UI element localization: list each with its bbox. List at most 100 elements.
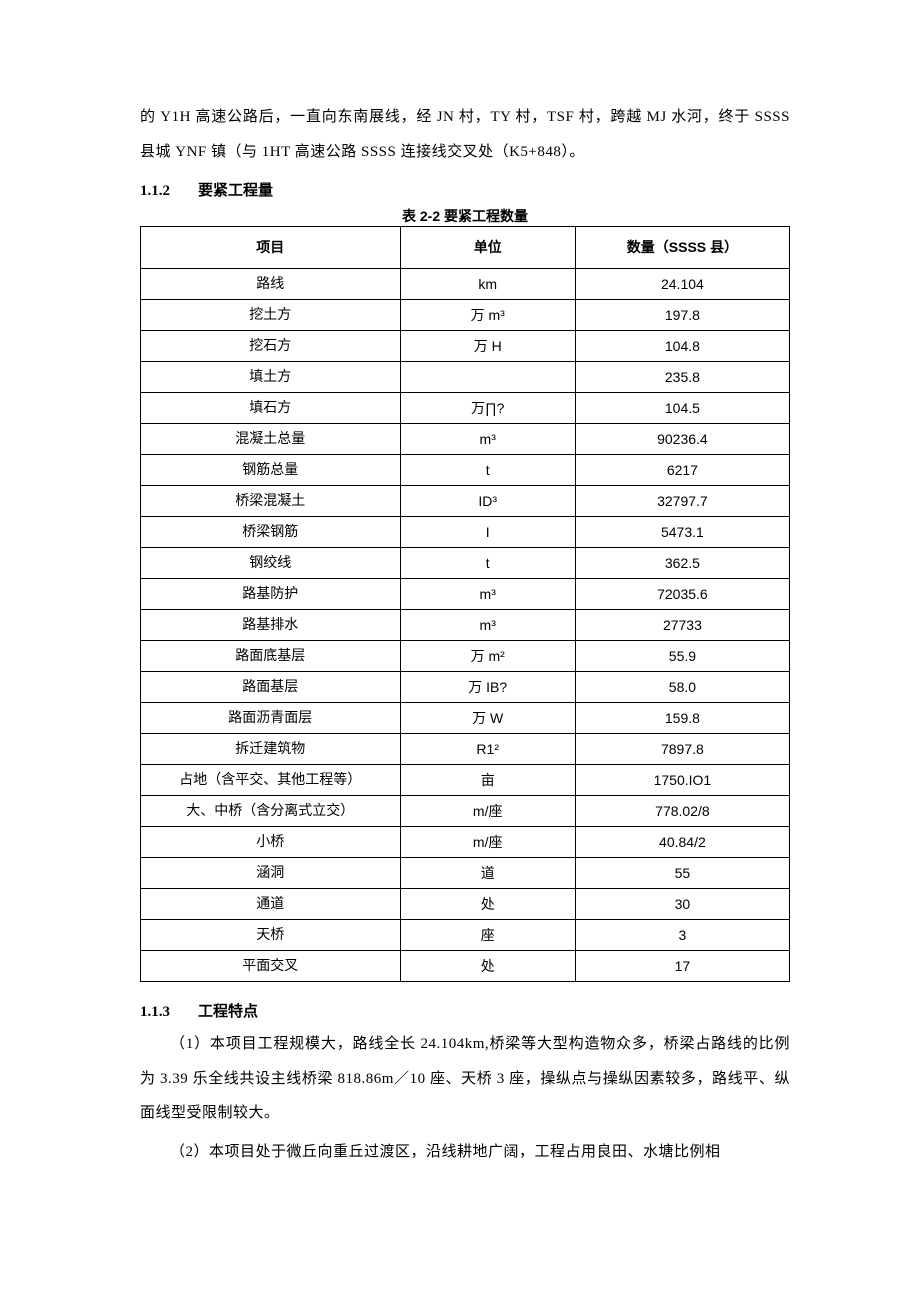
cell-qty: 104.5 bbox=[575, 393, 789, 424]
quantities-table: 项目 单位 数量（SSSS 县） 路线km24.104挖土方万 m³197.8挖… bbox=[140, 226, 790, 982]
section-heading-113: 1.1.3 工程特点 bbox=[140, 1000, 790, 1021]
table-row: 桥梁混凝土ID³32797.7 bbox=[141, 486, 790, 517]
cell-unit: 万 H bbox=[400, 331, 575, 362]
cell-unit: R1² bbox=[400, 734, 575, 765]
cell-qty: 30 bbox=[575, 889, 789, 920]
cell-qty: 72035.6 bbox=[575, 579, 789, 610]
cell-unit: ID³ bbox=[400, 486, 575, 517]
cell-unit: 亩 bbox=[400, 765, 575, 796]
table-row: 路面沥青面层万 W159.8 bbox=[141, 703, 790, 734]
header-item: 项目 bbox=[141, 227, 401, 269]
cell-unit: 万 m³ bbox=[400, 300, 575, 331]
cell-qty: 58.0 bbox=[575, 672, 789, 703]
cell-unit: 万 IB? bbox=[400, 672, 575, 703]
section-number: 1.1.3 bbox=[140, 1004, 170, 1020]
table-row: 通道处30 bbox=[141, 889, 790, 920]
table-row: 路线km24.104 bbox=[141, 269, 790, 300]
cell-qty: 778.02/8 bbox=[575, 796, 789, 827]
cell-item: 挖石方 bbox=[141, 331, 401, 362]
cell-item: 天桥 bbox=[141, 920, 401, 951]
cell-unit: 座 bbox=[400, 920, 575, 951]
cell-qty: 17 bbox=[575, 951, 789, 982]
cell-qty: 235.8 bbox=[575, 362, 789, 393]
cell-unit: m/座 bbox=[400, 827, 575, 858]
cell-unit: I bbox=[400, 517, 575, 548]
cell-qty: 1750.IO1 bbox=[575, 765, 789, 796]
cell-item: 混凝土总量 bbox=[141, 424, 401, 455]
cell-qty: 24.104 bbox=[575, 269, 789, 300]
cell-item: 涵洞 bbox=[141, 858, 401, 889]
cell-qty: 32797.7 bbox=[575, 486, 789, 517]
cell-qty: 55 bbox=[575, 858, 789, 889]
table-row: 桥梁钢筋I5473.1 bbox=[141, 517, 790, 548]
cell-item: 路线 bbox=[141, 269, 401, 300]
section-title: 工程特点 bbox=[198, 1003, 258, 1020]
caption-number: 表 2-2 bbox=[402, 208, 444, 224]
table-row: 大、中桥（含分离式立交）m/座778.02/8 bbox=[141, 796, 790, 827]
table-row: 小桥m/座40.84/2 bbox=[141, 827, 790, 858]
cell-unit: 万 W bbox=[400, 703, 575, 734]
cell-item: 小桥 bbox=[141, 827, 401, 858]
cell-item: 路面基层 bbox=[141, 672, 401, 703]
cell-item: 平面交叉 bbox=[141, 951, 401, 982]
cell-qty: 7897.8 bbox=[575, 734, 789, 765]
cell-qty: 27733 bbox=[575, 610, 789, 641]
cell-item: 拆迁建筑物 bbox=[141, 734, 401, 765]
header-qty: 数量（SSSS 县） bbox=[575, 227, 789, 269]
table-row: 路基排水m³27733 bbox=[141, 610, 790, 641]
cell-unit: t bbox=[400, 455, 575, 486]
cell-item: 填石方 bbox=[141, 393, 401, 424]
table-row: 填石方万∏?104.5 bbox=[141, 393, 790, 424]
table-row: 涵洞道55 bbox=[141, 858, 790, 889]
cell-unit: t bbox=[400, 548, 575, 579]
cell-qty: 6217 bbox=[575, 455, 789, 486]
cell-unit: m/座 bbox=[400, 796, 575, 827]
cell-qty: 90236.4 bbox=[575, 424, 789, 455]
table-header-row: 项目 单位 数量（SSSS 县） bbox=[141, 227, 790, 269]
table-row: 混凝土总量m³90236.4 bbox=[141, 424, 790, 455]
cell-item: 路基排水 bbox=[141, 610, 401, 641]
table-row: 钢筋总量t6217 bbox=[141, 455, 790, 486]
caption-text: 要紧工程数量 bbox=[444, 208, 528, 224]
cell-item: 通道 bbox=[141, 889, 401, 920]
cell-item: 桥梁混凝土 bbox=[141, 486, 401, 517]
cell-unit: 道 bbox=[400, 858, 575, 889]
cell-item: 钢绞线 bbox=[141, 548, 401, 579]
cell-qty: 55.9 bbox=[575, 641, 789, 672]
cell-item: 填土方 bbox=[141, 362, 401, 393]
cell-qty: 3 bbox=[575, 920, 789, 951]
cell-unit: m³ bbox=[400, 579, 575, 610]
table-row: 挖土方万 m³197.8 bbox=[141, 300, 790, 331]
section-number: 1.1.2 bbox=[140, 183, 170, 199]
cell-unit: 万∏? bbox=[400, 393, 575, 424]
cell-item: 大、中桥（含分离式立交） bbox=[141, 796, 401, 827]
cell-unit: 处 bbox=[400, 951, 575, 982]
cell-item: 路基防护 bbox=[141, 579, 401, 610]
cell-item: 路面沥青面层 bbox=[141, 703, 401, 734]
cell-qty: 40.84/2 bbox=[575, 827, 789, 858]
cell-qty: 362.5 bbox=[575, 548, 789, 579]
table-row: 路面底基层万 m²55.9 bbox=[141, 641, 790, 672]
cell-qty: 104.8 bbox=[575, 331, 789, 362]
table-caption: 表 2-2 要紧工程数量 bbox=[140, 206, 790, 226]
cell-unit: 万 m² bbox=[400, 641, 575, 672]
cell-unit: km bbox=[400, 269, 575, 300]
cell-item: 占地（含平交、其他工程等） bbox=[141, 765, 401, 796]
intro-paragraph: 的 Y1H 高速公路后，一直向东南展线，经 JN 村，TY 村，TSF 村，跨越… bbox=[140, 100, 790, 169]
cell-unit: 处 bbox=[400, 889, 575, 920]
table-row: 天桥座3 bbox=[141, 920, 790, 951]
cell-unit bbox=[400, 362, 575, 393]
table-row: 挖石方万 H104.8 bbox=[141, 331, 790, 362]
table-row: 平面交叉处17 bbox=[141, 951, 790, 982]
table-row: 填土方 235.8 bbox=[141, 362, 790, 393]
feature-paragraph-2: （2）本项目处于微丘向重丘过渡区，沿线耕地广阔，工程占用良田、水塘比例相 bbox=[140, 1135, 790, 1170]
cell-qty: 5473.1 bbox=[575, 517, 789, 548]
cell-qty: 197.8 bbox=[575, 300, 789, 331]
section-heading-112: 1.1.2 要紧工程量 bbox=[140, 179, 790, 200]
section-title: 要紧工程量 bbox=[198, 182, 273, 199]
cell-qty: 159.8 bbox=[575, 703, 789, 734]
table-row: 路基防护m³72035.6 bbox=[141, 579, 790, 610]
feature-paragraph-1: （1）本项目工程规模大，路线全长 24.104km,桥梁等大型构造物众多，桥梁占… bbox=[140, 1027, 790, 1131]
cell-item: 挖土方 bbox=[141, 300, 401, 331]
cell-unit: m³ bbox=[400, 610, 575, 641]
